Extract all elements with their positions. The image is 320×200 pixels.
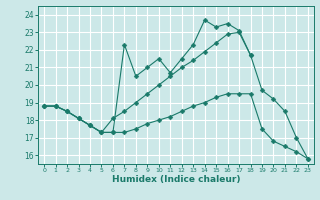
X-axis label: Humidex (Indice chaleur): Humidex (Indice chaleur) xyxy=(112,175,240,184)
